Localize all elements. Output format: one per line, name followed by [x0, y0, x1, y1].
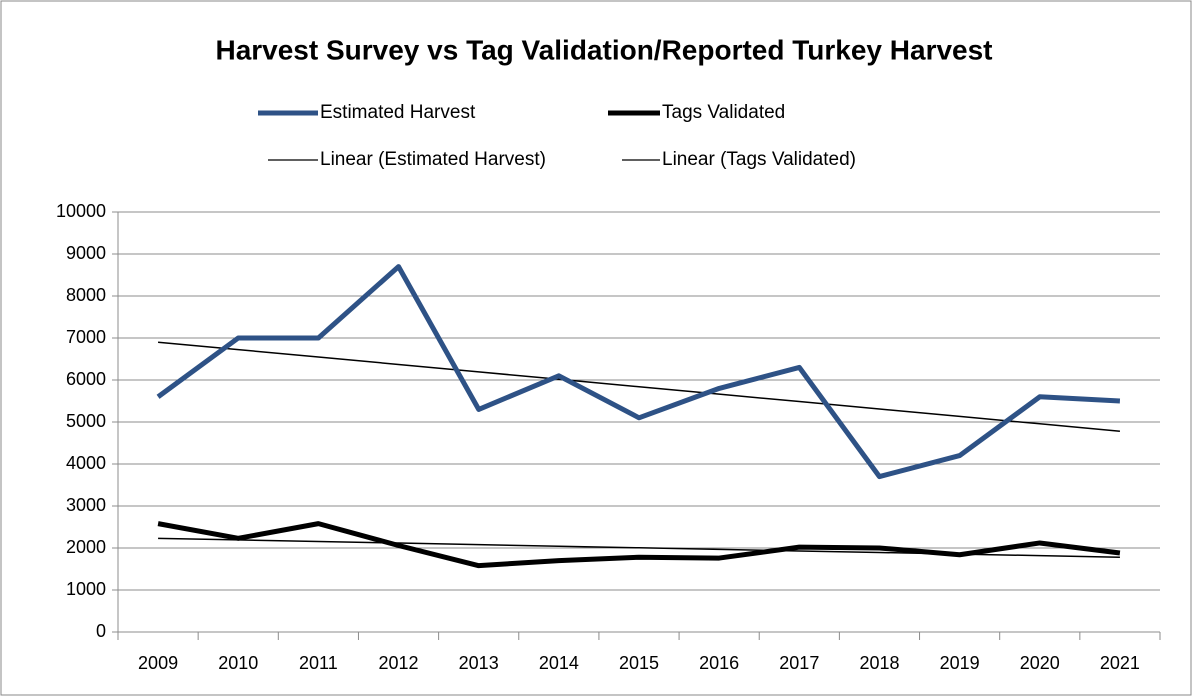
x-tick-label: 2010 — [218, 653, 258, 673]
x-tick-label: 2016 — [699, 653, 739, 673]
y-tick-label: 5000 — [66, 411, 106, 431]
x-tick-label: 2015 — [619, 653, 659, 673]
y-tick-label: 9000 — [66, 243, 106, 263]
y-tick-label: 7000 — [66, 327, 106, 347]
x-tick-label: 2013 — [459, 653, 499, 673]
y-tick-label: 4000 — [66, 453, 106, 473]
x-tick-label: 2011 — [299, 653, 338, 673]
series-line — [158, 341, 1120, 432]
series-line — [157, 521, 1121, 569]
x-tick-label: 2019 — [940, 653, 980, 673]
chart-title: Harvest Survey vs Tag Validation/Reporte… — [215, 34, 992, 65]
x-tick-label: 2009 — [138, 653, 178, 673]
y-tick-label: 3000 — [66, 495, 106, 515]
x-tick-label: 2012 — [379, 653, 419, 673]
series-line — [156, 264, 1121, 480]
y-tick-label: 8000 — [66, 285, 106, 305]
legend-label: Tags Validated — [662, 102, 785, 123]
legend-label: Linear (Tags Validated) — [662, 149, 856, 170]
legend-label: Estimated Harvest — [320, 102, 476, 123]
y-tick-label: 6000 — [66, 369, 106, 389]
x-tick-label: 2017 — [779, 653, 819, 673]
x-tick-label: 2018 — [859, 653, 899, 673]
x-tick-label: 2021 — [1100, 653, 1140, 673]
y-tick-label: 10000 — [56, 201, 106, 221]
legend-label: Linear (Estimated Harvest) — [320, 149, 546, 170]
y-tick-label: 1000 — [66, 579, 106, 599]
x-tick-label: 2014 — [539, 653, 579, 673]
y-tick-label: 0 — [96, 621, 106, 641]
y-tick-label: 2000 — [66, 537, 106, 557]
x-tick-label: 2020 — [1020, 653, 1060, 673]
